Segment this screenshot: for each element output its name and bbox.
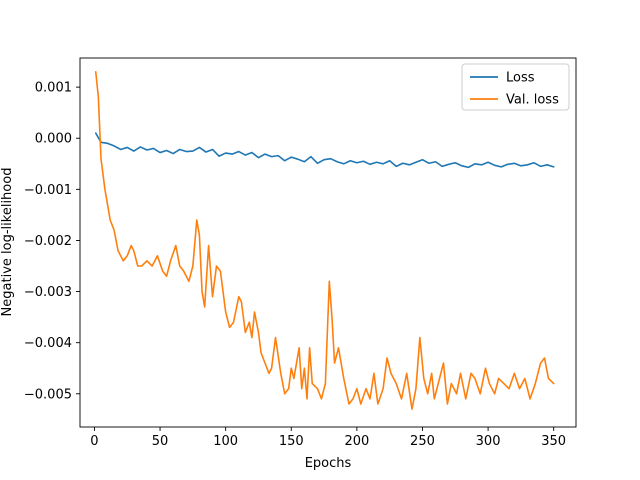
legend-label-1: Val. loss — [506, 93, 559, 108]
y-tick-label-2: −0.001 — [24, 183, 72, 198]
axes-layer: 0 50 100 150 200 250 300 350 0.001 0.000 −0.001 −0.… — [24, 57, 577, 449]
axes-frame — [79, 57, 577, 428]
y-tick-label-1: 0.000 — [35, 132, 72, 147]
x-tick-label-6: 300 — [476, 434, 501, 449]
legend: Loss Val. loss — [461, 63, 570, 111]
x-tick-label-7: 350 — [541, 434, 566, 449]
x-tick-label-5: 250 — [410, 434, 435, 449]
series-line-0 — [94, 132, 555, 169]
series-line-1 — [94, 71, 555, 410]
y-tick-label-5: −0.004 — [24, 336, 72, 351]
y-tick-label-6: −0.005 — [24, 387, 72, 402]
x-tick-label-3: 150 — [279, 434, 304, 449]
legend-label-0: Loss — [506, 71, 535, 86]
plot-area — [80, 58, 576, 427]
y-axis-label: Negative log-likelihood — [0, 168, 15, 317]
y-tick-label-0: 0.001 — [35, 81, 72, 96]
x-axis-label: Epochs — [305, 456, 352, 471]
x-tick-label-4: 200 — [344, 434, 369, 449]
x-tick-label-2: 100 — [213, 434, 238, 449]
series-layer — [94, 71, 555, 410]
x-tick-label-0: 0 — [90, 434, 98, 449]
y-tick-label-3: −0.002 — [24, 234, 72, 249]
x-tick-label-1: 50 — [152, 434, 169, 449]
y-tick-label-4: −0.003 — [24, 285, 72, 300]
